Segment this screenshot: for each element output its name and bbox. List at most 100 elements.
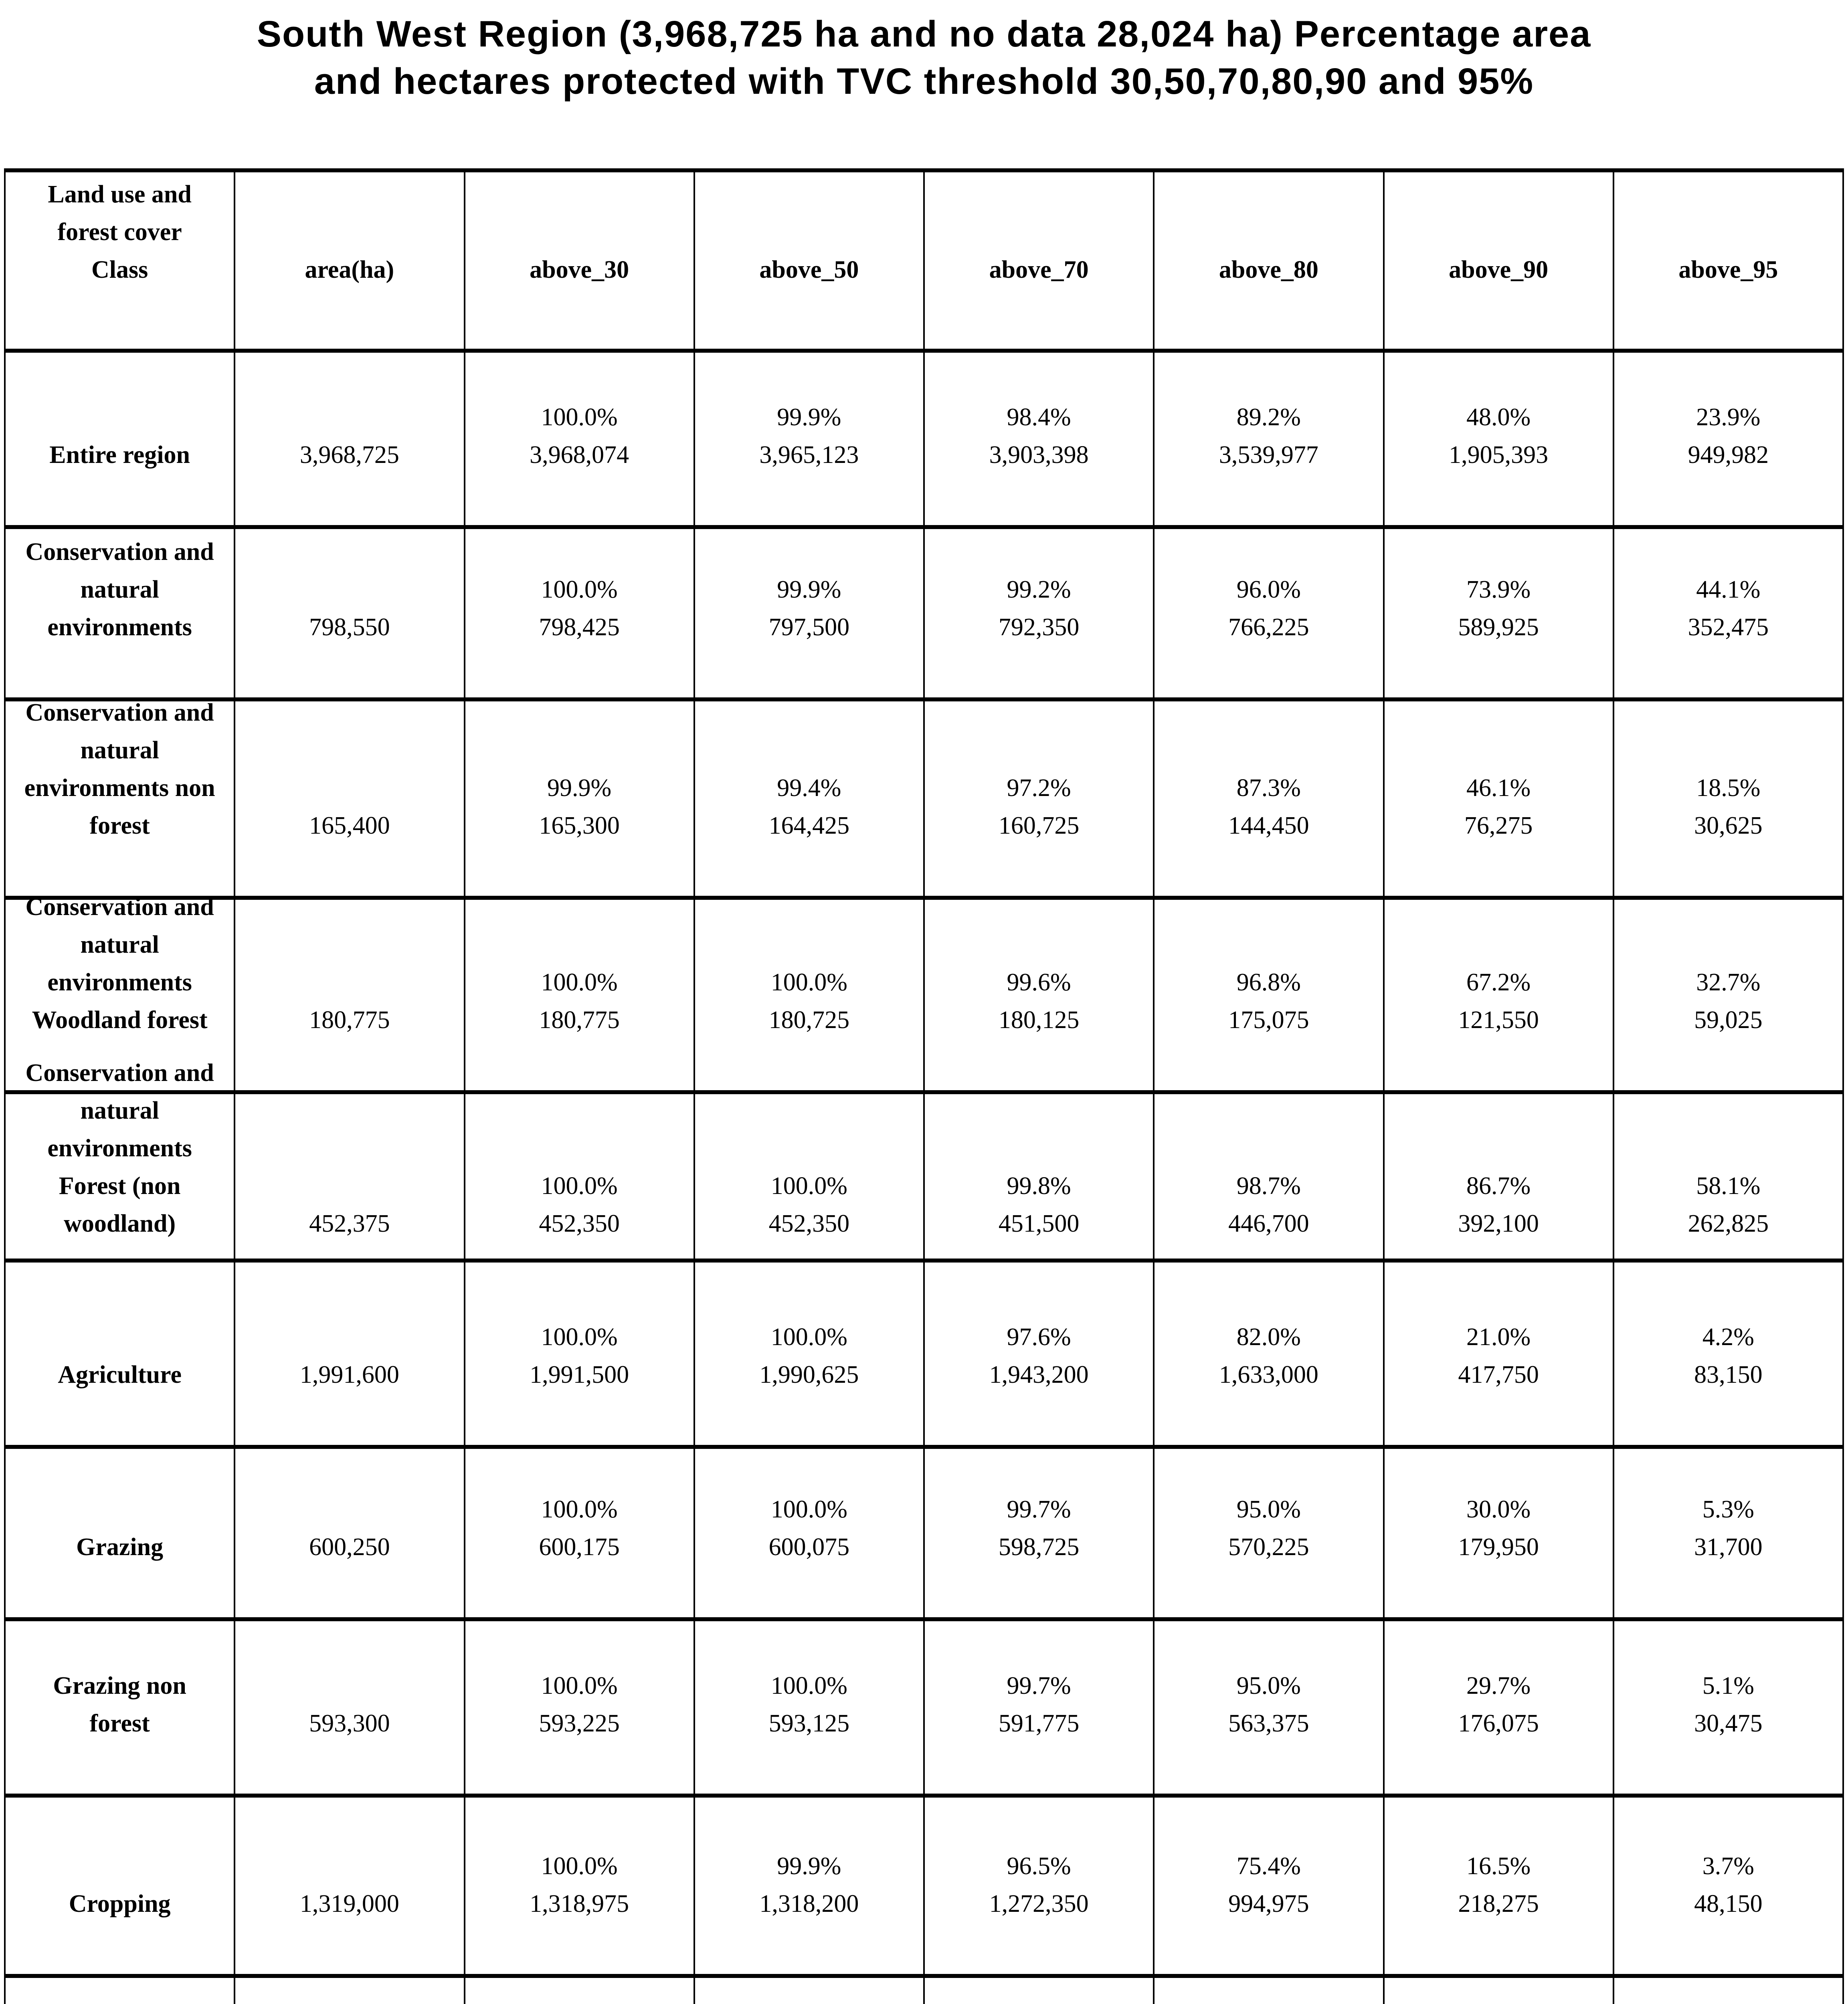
data-cell: 100.0% 180,725 xyxy=(693,896,925,1094)
threshold-values: 99.9% 165,300 xyxy=(468,769,691,844)
table-row: Cropping 1,319,000 100.0% 1,318,975 99.9% 1,3… xyxy=(4,1794,1844,1978)
data-cell: 100.0% 593,125 xyxy=(693,1617,925,1798)
hectares-value: 83,150 xyxy=(1694,1361,1763,1388)
hectares-value: 1,990,625 xyxy=(759,1361,859,1388)
data-cell: 21.0% 417,750 xyxy=(1383,1259,1614,1449)
threshold-values: 82.0% 1,633,000 xyxy=(1157,1318,1380,1394)
threshold-values: 16.5% 218,275 xyxy=(1387,1847,1610,1923)
hectares-value: 164,425 xyxy=(768,812,850,839)
percent-value: 99.6% xyxy=(1007,969,1071,996)
threshold-values: 96.8% 175,075 xyxy=(1157,964,1380,1039)
threshold-values: 100.0% 180,725 xyxy=(698,964,921,1039)
percent-value: 5.3% xyxy=(1702,1496,1754,1523)
hectares-value: 446,700 xyxy=(1228,1210,1309,1237)
data-cell: 67.2% 121,550 xyxy=(1383,896,1614,1094)
area-cell: 180,775 xyxy=(234,896,465,1094)
threshold-values: 100.0% 180,775 xyxy=(468,964,691,1039)
hectares-value: 1,272,350 xyxy=(989,1890,1089,1917)
percent-value: 100.0% xyxy=(770,1323,847,1351)
hectares-value: 451,500 xyxy=(998,1210,1080,1237)
table-row: Irrigation72,250100.0%72,250100.0%72,250… xyxy=(4,1974,1844,2004)
threshold-values: 96.5% 1,272,350 xyxy=(927,1847,1150,1923)
area-cell: 72,250 xyxy=(234,1974,465,2004)
percent-value: 18.5% xyxy=(1696,774,1761,802)
hectares-value: 766,225 xyxy=(1228,614,1309,641)
header-label-threshold: above_50 xyxy=(759,256,859,283)
area-value: 1,319,000 xyxy=(299,1890,399,1917)
area-cell: 3,968,725 xyxy=(234,349,465,529)
area-cell: 1,319,000 xyxy=(234,1794,465,1978)
area-value: 165,400 xyxy=(309,812,390,839)
area-cell: 1,991,600 xyxy=(234,1259,465,1449)
percent-value: 96.8% xyxy=(1236,969,1301,996)
data-cell: 44.1% 352,475 xyxy=(1612,525,1844,701)
hectares-value: 218,275 xyxy=(1458,1890,1539,1917)
threshold-values: 73.9% 589,925 xyxy=(1387,571,1610,646)
hectares-value: 3,965,123 xyxy=(759,441,859,469)
percent-value: 100.0% xyxy=(770,1172,847,1200)
percent-value: 29.7% xyxy=(1466,1672,1531,1699)
data-cell: 100.0% 798,425 xyxy=(463,525,695,701)
data-cell: 93.7%67,700 xyxy=(1153,1974,1385,2004)
percent-value: 98.4% xyxy=(1007,404,1071,431)
threshold-values: 97.6% 1,943,200 xyxy=(927,1318,1150,1394)
data-cell: 46.1% 76,275 xyxy=(1383,697,1614,900)
data-cell: 97.2% 160,725 xyxy=(923,697,1155,900)
percent-value: 99.7% xyxy=(1007,1496,1071,1523)
threshold-values: 87.3% 144,450 xyxy=(1157,769,1380,844)
hectares-value: 1,905,393 xyxy=(1449,441,1549,469)
hectares-value: 949,982 xyxy=(1688,441,1769,469)
data-cell: 3.7% 48,150 xyxy=(1612,1794,1844,1978)
hectares-value: 144,450 xyxy=(1228,812,1309,839)
percent-value: 99.9% xyxy=(777,1852,841,1880)
hectares-value: 1,633,000 xyxy=(1219,1361,1318,1388)
percent-value: 23.9% xyxy=(1696,404,1761,431)
threshold-values: 89.2% 3,539,977 xyxy=(1157,398,1380,474)
data-cell: 100.0% 1,990,625 xyxy=(693,1259,925,1449)
threshold-values: 29.7% 176,075 xyxy=(1387,1667,1610,1742)
hectares-value: 1,943,200 xyxy=(989,1361,1089,1388)
percent-value: 100.0% xyxy=(541,1672,618,1699)
percent-value: 98.7% xyxy=(1236,1172,1301,1200)
threshold-values: 32.7% 59,025 xyxy=(1617,964,1840,1039)
threshold-values: 96.0% 766,225 xyxy=(1157,571,1380,646)
threshold-values: 46.1% 76,275 xyxy=(1387,769,1610,844)
hectares-value: 121,550 xyxy=(1458,1006,1539,1034)
threshold-values: 99.9% 1,318,200 xyxy=(698,1847,921,1923)
data-cell: 100.0% 452,350 xyxy=(693,1090,925,1263)
header-cell-threshold: above_50 xyxy=(693,168,925,353)
threshold-values: 23.9% 949,982 xyxy=(1617,398,1840,474)
threshold-values: 99.4% 164,425 xyxy=(698,769,921,844)
row-label: Grazing xyxy=(76,1533,164,1561)
hectares-value: 452,350 xyxy=(539,1210,620,1237)
data-cell: 100.0% 600,075 xyxy=(693,1445,925,1621)
threshold-values: 100.0% 1,991,500 xyxy=(468,1318,691,1394)
data-cell: 100.0% 3,968,074 xyxy=(463,349,695,529)
header-label-area: area(ha) xyxy=(305,256,394,283)
hectares-value: 563,375 xyxy=(1228,1710,1309,1737)
percent-value: 95.0% xyxy=(1236,1496,1301,1523)
threshold-values: 58.1% 262,825 xyxy=(1617,1167,1840,1242)
page-title: South West Region (3,968,725 ha and no d… xyxy=(0,0,1848,105)
threshold-values: 99.9% 797,500 xyxy=(698,571,921,646)
percent-value: 32.7% xyxy=(1696,969,1761,996)
header-cell-threshold: above_70 xyxy=(923,168,1155,353)
row-label-cell: Conservation and natural environments Wo… xyxy=(4,893,236,1094)
row-label-cell: Entire region xyxy=(4,349,236,529)
hectares-value: 175,075 xyxy=(1228,1006,1309,1034)
percent-value: 3.7% xyxy=(1702,1852,1754,1880)
percent-value: 30.0% xyxy=(1466,1496,1531,1523)
percent-value: 100.0% xyxy=(541,1852,618,1880)
table-row: Grazing 600,250 100.0% 600,175 100.0% 600,075… xyxy=(4,1445,1844,1621)
header-cell-threshold: above_95 xyxy=(1612,168,1844,353)
threshold-values: 99.2% 792,350 xyxy=(927,571,1150,646)
header-label-threshold: above_30 xyxy=(530,256,629,283)
area-cell: 600,250 xyxy=(234,1445,465,1621)
threshold-values: 100.0% 1,318,975 xyxy=(468,1847,691,1923)
threshold-values: 100.0% 600,175 xyxy=(468,1491,691,1566)
table-row: Conservation and natural environments Wo… xyxy=(4,893,1844,1094)
data-cell: 4.6%3,300 xyxy=(1612,1974,1844,2004)
row-label: Conservation and natural environments Wo… xyxy=(25,893,214,1034)
percent-value: 21.0% xyxy=(1466,1323,1531,1351)
data-cell: 27.0%19,475 xyxy=(1383,1974,1614,2004)
